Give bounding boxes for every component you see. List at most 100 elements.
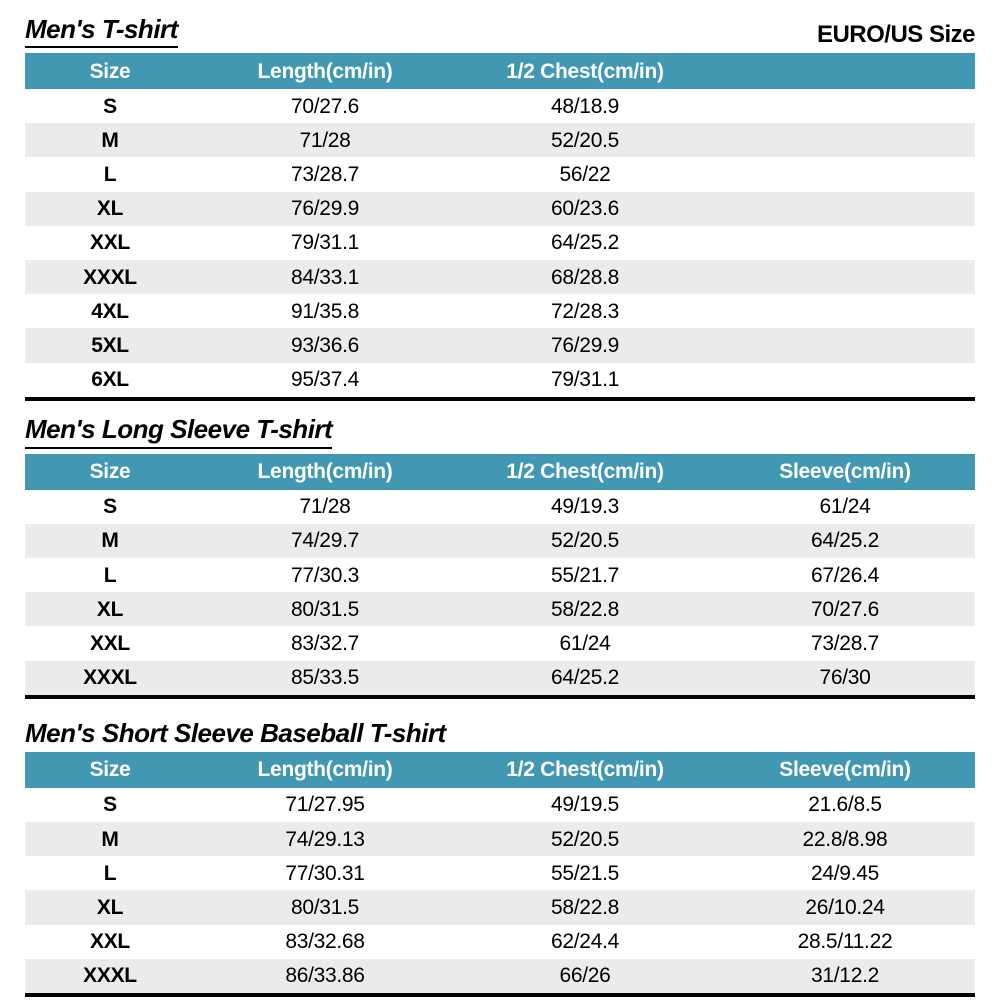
column-header: Size [89, 59, 131, 83]
table-row: XXL 83/32.68 62/24.4 28.5/11.22 [25, 924, 975, 959]
section-mens-long-sleeve-tshirt: Men's Long Sleeve T-shirt Size Length(cm/… [25, 416, 975, 699]
table-row: 4XL 91/35.8 72/28.3 [25, 294, 975, 329]
size-cell: S [103, 94, 117, 118]
header-row: Size Length(cm/in) 1/2 Chest(cm/in) Sleeve(… [25, 751, 975, 788]
column-header: Length(cm/in) [257, 460, 393, 484]
measurement-cell: 77/30.31 [285, 861, 365, 885]
measurement-cell: 64/25.2 [551, 666, 619, 690]
table-row: XL 76/29.9 60/23.6 [25, 191, 975, 226]
table-row: XL 80/31.5 58/22.8 26/10.24 [25, 890, 975, 925]
measurement-cell: 83/32.68 [285, 930, 365, 954]
size-cell: XL [96, 197, 124, 221]
measurement-cell: 71/28 [299, 495, 351, 519]
measurement-cell: 86/33.86 [285, 964, 365, 988]
table-title-mens-tshirt: Men's T-shirt [25, 15, 178, 48]
size-cell: XL [96, 597, 124, 621]
measurement-cell: 64/25.2 [551, 231, 619, 255]
table-title-mens-short-sleeve-baseball-tshirt: Men's Short Sleeve Baseball T-shirt [25, 717, 446, 748]
measurement-cell: 70/27.6 [811, 597, 879, 621]
column-header: Length(cm/in) [257, 59, 393, 83]
table-row: XXL 79/31.1 64/25.2 [25, 225, 975, 260]
table-row: M 74/29.7 52/20.5 64/25.2 [25, 523, 975, 559]
measurement-cell: 58/22.8 [551, 597, 619, 621]
table-row: 6XL 95/37.4 79/31.1 [25, 362, 975, 397]
column-header: Size [89, 758, 131, 782]
size-cell: 4XL [91, 299, 129, 323]
table-row: S 71/28 49/19.3 61/24 [25, 489, 975, 524]
measurement-cell: 55/21.7 [551, 563, 619, 587]
measurement-cell: 95/37.4 [291, 368, 359, 392]
measurement-cell: 76/29.9 [291, 197, 359, 221]
size-cell: M [101, 529, 119, 553]
measurement-cell: 66/26 [559, 964, 611, 988]
table-row: S 71/27.95 49/19.5 21.6/8.5 [25, 787, 975, 822]
size-table-mens-tshirt: Size Length(cm/in) 1/2 Chest(cm/in) S 70/27.… [25, 53, 975, 401]
title-row: Men's Long Sleeve T-shirt [25, 416, 975, 449]
table-row: L 73/28.7 56/22 [25, 157, 975, 192]
header-row: Size Length(cm/in) 1/2 Chest(cm/in) [25, 53, 975, 89]
measurement-cell: 26/10.24 [805, 895, 885, 919]
measurement-cell: 67/26.4 [811, 563, 879, 587]
table-row: XXL 83/32.7 61/24 73/28.7 [25, 626, 975, 661]
column-header: Size [89, 460, 131, 484]
section-mens-short-sleeve-baseball-tshirt: Men's Short Sleeve Baseball T-shirt Size… [25, 715, 975, 997]
column-header: Length(cm/in) [257, 758, 393, 782]
size-cell: XXL [90, 632, 130, 656]
measurement-cell: 80/31.5 [291, 895, 359, 919]
measurement-cell: 79/31.1 [291, 231, 359, 255]
size-cell: S [103, 793, 117, 817]
measurement-cell: 24/9.45 [811, 861, 879, 885]
measurement-cell: 48/18.9 [551, 94, 619, 118]
measurement-cell: 61/24 [559, 632, 611, 656]
measurement-cell: 91/35.8 [291, 299, 359, 323]
measurement-cell: 74/29.7 [291, 529, 359, 553]
measurement-cell: 83/32.7 [291, 632, 359, 656]
size-cell: 6XL [91, 368, 129, 392]
measurement-cell: 22.8/8.98 [802, 827, 888, 851]
measurement-cell: 73/28.7 [811, 632, 879, 656]
measurement-cell: 60/23.6 [551, 197, 619, 221]
size-cell: L [103, 162, 117, 186]
measurement-cell: 61/24 [819, 495, 871, 519]
measurement-cell: 80/31.5 [291, 597, 359, 621]
column-header: 1/2 Chest(cm/in) [506, 758, 664, 782]
header-row: Size Length(cm/in) 1/2 Chest(cm/in) Sleeve(… [25, 453, 975, 490]
size-table-mens-short-sleeve-baseball-tshirt: Size Length(cm/in) 1/2 Chest(cm/in) Sleeve(… [25, 751, 975, 997]
column-header: Sleeve(cm/in) [779, 758, 911, 782]
section-mens-tshirt: Men's T-shirt EURO/US Size Size Length(cm… [25, 15, 976, 401]
measurement-cell: 70/27.6 [291, 94, 359, 118]
size-cell: L [103, 861, 117, 885]
size-cell: XXL [90, 930, 130, 954]
size-cell: S [103, 495, 117, 519]
measurement-cell: 74/29.13 [285, 827, 365, 851]
measurement-cell: 76/29.9 [551, 333, 619, 357]
column-header: 1/2 Chest(cm/in) [506, 59, 664, 83]
table-row: XXXL 85/33.5 64/25.2 76/30 [25, 660, 975, 695]
measurement-cell: 58/22.8 [551, 895, 619, 919]
measurement-cell: 68/28.8 [551, 265, 619, 289]
table-row: 5XL 93/36.6 76/29.9 [25, 328, 975, 363]
table-row: S 70/27.6 48/18.9 [25, 89, 975, 124]
measurement-cell: 62/24.4 [551, 930, 619, 954]
column-header: 1/2 Chest(cm/in) [506, 460, 664, 484]
size-cell: XXXL [83, 964, 137, 988]
column-header: Sleeve(cm/in) [779, 460, 911, 484]
table-row: XXXL 84/33.1 68/28.8 [25, 259, 975, 295]
measurement-cell: 93/36.6 [291, 333, 359, 357]
measurement-cell: 49/19.5 [551, 793, 619, 817]
size-cell: M [101, 128, 119, 152]
title-row: Men's Short Sleeve Baseball T-shirt [25, 715, 975, 747]
table-row: L 77/30.31 55/21.5 24/9.45 [25, 856, 975, 891]
size-standard-label: EURO/US Size [816, 20, 976, 48]
measurement-cell: 85/33.5 [291, 666, 359, 690]
title-row: Men's T-shirt EURO/US Size [25, 15, 976, 48]
size-cell: M [101, 827, 119, 851]
measurement-cell: 52/20.5 [551, 827, 619, 851]
measurement-cell: 71/28 [299, 128, 351, 152]
size-cell: L [103, 563, 117, 587]
measurement-cell: 72/28.3 [551, 299, 619, 323]
size-cell: 5XL [91, 333, 129, 357]
table-row: XL 80/31.5 58/22.8 70/27.6 [25, 592, 975, 627]
table-row: L 77/30.3 55/21.7 67/26.4 [25, 558, 975, 593]
